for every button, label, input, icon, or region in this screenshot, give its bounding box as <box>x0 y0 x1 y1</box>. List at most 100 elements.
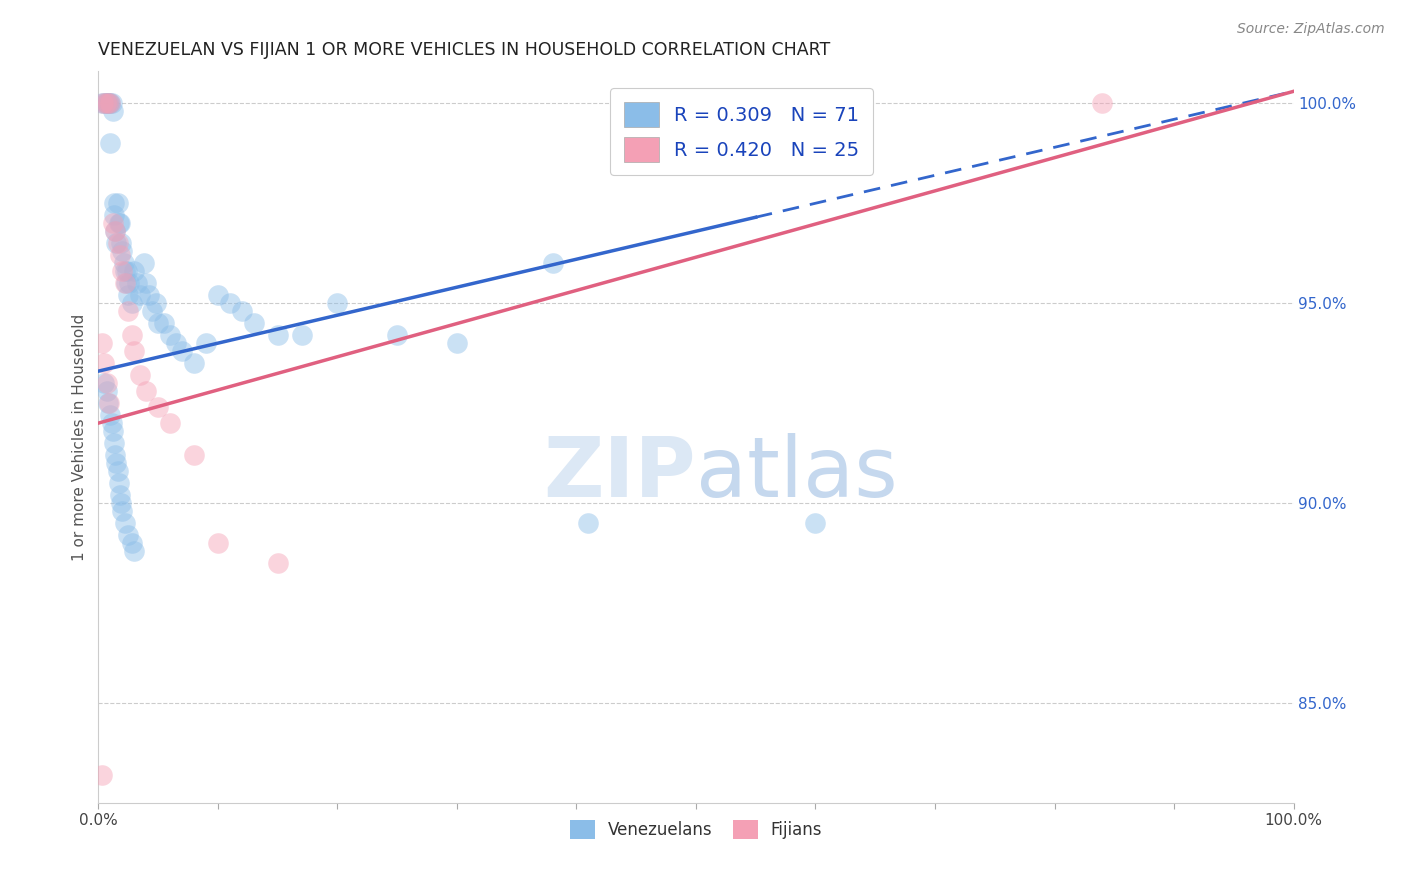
Point <box>138 288 160 302</box>
Point <box>804 516 827 530</box>
Point <box>98 96 122 111</box>
Point <box>93 356 115 370</box>
Point <box>135 276 157 290</box>
Point <box>129 288 152 302</box>
Point <box>107 236 129 251</box>
Point <box>108 216 131 230</box>
Point <box>114 264 136 278</box>
Point <box>104 224 127 238</box>
Point <box>231 304 253 318</box>
Point <box>104 448 127 462</box>
Legend: Venezuelans, Fijians: Venezuelans, Fijians <box>562 814 830 846</box>
Point <box>103 436 125 450</box>
Point <box>112 256 135 270</box>
Point <box>108 488 131 502</box>
Point <box>104 224 127 238</box>
Point <box>291 328 314 343</box>
Point <box>125 276 148 290</box>
Point <box>165 336 187 351</box>
Point <box>111 244 134 259</box>
Point <box>267 328 290 343</box>
Point <box>98 96 121 111</box>
Point <box>100 96 122 111</box>
Point <box>96 96 118 111</box>
Point <box>148 316 170 330</box>
Point <box>107 476 129 491</box>
Text: Source: ZipAtlas.com: Source: ZipAtlas.com <box>1237 22 1385 37</box>
Point <box>101 424 124 438</box>
Point <box>93 96 115 111</box>
Point <box>243 316 266 330</box>
Point <box>98 96 122 111</box>
Point <box>110 236 132 251</box>
Point <box>93 376 115 391</box>
Point <box>107 196 129 211</box>
Point <box>1091 96 1114 111</box>
Point <box>121 296 143 310</box>
Point <box>446 336 468 351</box>
Point <box>115 264 138 278</box>
Point <box>117 304 139 318</box>
Point <box>107 216 129 230</box>
Point <box>159 416 181 430</box>
Point <box>132 256 155 270</box>
Point <box>105 456 128 470</box>
Point <box>91 96 114 111</box>
Point <box>91 336 114 351</box>
Point <box>91 768 114 782</box>
Point <box>115 276 138 290</box>
Point <box>183 448 205 462</box>
Point <box>103 208 125 222</box>
Point <box>97 396 120 410</box>
Point <box>98 408 122 422</box>
Point <box>148 400 170 414</box>
Point <box>91 96 114 111</box>
Point <box>124 344 146 359</box>
Point <box>96 376 118 391</box>
Point <box>118 276 141 290</box>
Point <box>219 296 242 310</box>
Text: ZIP: ZIP <box>544 434 696 514</box>
Point <box>207 536 229 550</box>
Point <box>108 248 131 262</box>
Point <box>101 216 124 230</box>
Point <box>172 344 194 359</box>
Point <box>101 104 124 119</box>
Point <box>121 328 143 343</box>
Point <box>207 288 229 302</box>
Point <box>159 328 181 343</box>
Point <box>385 328 409 343</box>
Point <box>98 136 122 151</box>
Point <box>267 556 290 570</box>
Point <box>124 264 146 278</box>
Point <box>129 368 152 383</box>
Text: VENEZUELAN VS FIJIAN 1 OR MORE VEHICLES IN HOUSEHOLD CORRELATION CHART: VENEZUELAN VS FIJIAN 1 OR MORE VEHICLES … <box>98 41 831 59</box>
Point <box>100 416 122 430</box>
Point <box>94 96 117 111</box>
Point <box>117 528 139 542</box>
Point <box>110 496 132 510</box>
Point <box>97 96 120 111</box>
Point <box>326 296 349 310</box>
Text: atlas: atlas <box>696 434 897 514</box>
Point <box>114 516 136 530</box>
Point <box>145 296 167 310</box>
Point <box>578 516 600 530</box>
Point <box>97 96 120 111</box>
Point <box>141 304 163 318</box>
Point <box>98 396 121 410</box>
Point <box>111 264 134 278</box>
Point <box>94 96 117 111</box>
Point <box>153 316 176 330</box>
Y-axis label: 1 or more Vehicles in Household: 1 or more Vehicles in Household <box>72 313 87 561</box>
Point <box>121 536 143 550</box>
Point <box>103 196 125 211</box>
Point <box>111 504 134 518</box>
Point <box>96 384 118 398</box>
Point <box>135 384 157 398</box>
Point <box>114 276 136 290</box>
Point <box>541 256 564 270</box>
Point <box>105 236 128 251</box>
Point <box>195 336 218 351</box>
Point <box>183 356 205 370</box>
